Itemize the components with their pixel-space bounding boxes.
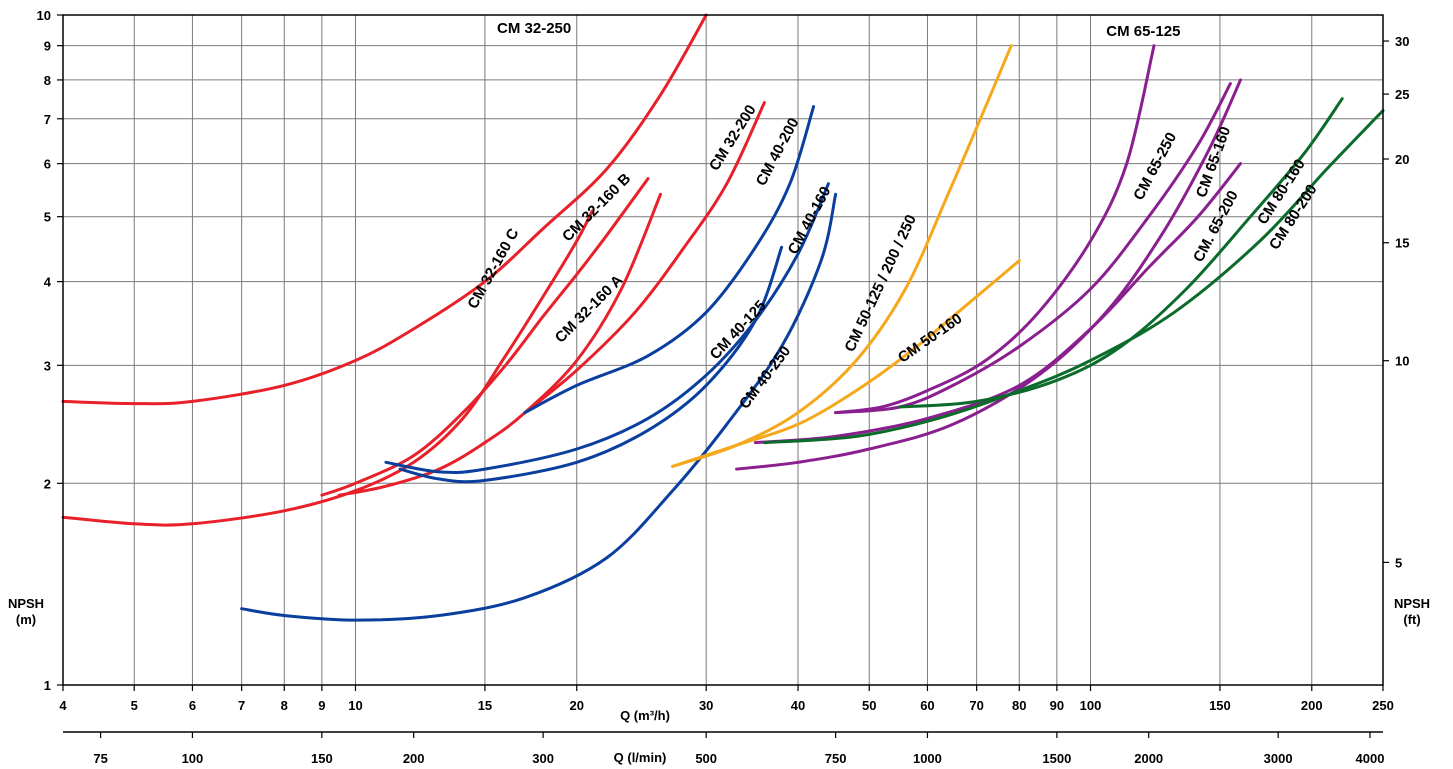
x-tick-label: 100	[1080, 698, 1102, 713]
curve-label-cm-65-250: CM 65-250	[1130, 130, 1180, 203]
y-tick-label: 3	[44, 358, 51, 373]
y2-tick-label: 5	[1395, 555, 1402, 570]
x2-tick-label: 75	[93, 751, 107, 766]
x2-tick-label: 1500	[1042, 751, 1071, 766]
x-axis-label: Q (m³/h)	[620, 708, 670, 723]
curve-cm-40-200	[523, 105, 816, 415]
curve-label-cm-65-200: CM. 65-200	[1190, 188, 1242, 265]
tick-labels: 4 5 6 7 8 9 10 15 20 30 40 50 60 70 80 90 100 150 200 250 1 2…	[37, 8, 1410, 766]
x2-tick-label: 4000	[1356, 751, 1385, 766]
curve-label-cm-40-250: CM 40-250	[736, 343, 794, 412]
curve-cm-65-250	[834, 82, 1232, 415]
x-tick-label: 6	[189, 698, 196, 713]
x-tick-label: 40	[791, 698, 805, 713]
x2-tick-label: 750	[825, 751, 847, 766]
y-tick-label: 6	[44, 157, 51, 172]
x-tick-label: 200	[1301, 698, 1323, 713]
x-tick-label: 8	[281, 698, 288, 713]
x-tick-label: 9	[318, 698, 325, 713]
x2-tick-label: 100	[182, 751, 204, 766]
y-tick-label: 2	[44, 476, 51, 491]
x-tick-label: 7	[238, 698, 245, 713]
x2-tick-label: 2000	[1134, 751, 1163, 766]
x-tick-label: 150	[1209, 698, 1231, 713]
x-tick-label: 4	[59, 698, 67, 713]
y-tick-label: 1	[44, 678, 51, 693]
y-tick-label: 7	[44, 112, 51, 127]
curve-cm-32-160-b	[320, 177, 650, 497]
x-tick-label: 80	[1012, 698, 1026, 713]
x-tick-label: 70	[969, 698, 983, 713]
y2-axis-label-line1: NPSH	[1394, 596, 1430, 611]
curve-label-cm-40-160: CM 40-160	[785, 184, 835, 257]
curve-cm-80-200	[762, 109, 1385, 445]
curve-cm-50-160	[671, 259, 1021, 468]
curve-cm-32-160-a	[337, 192, 662, 497]
curve-label-cm-32-250: CM 32-250	[497, 20, 571, 37]
x2-tick-label: 150	[311, 751, 333, 766]
plot-frame	[62, 14, 1384, 686]
curve-cm-80-160	[898, 97, 1344, 409]
y-tick-label: 8	[44, 73, 51, 88]
curve-cm-40-160	[384, 182, 830, 474]
y2-tick-label: 15	[1395, 236, 1409, 251]
x2-tick-label: 3000	[1264, 751, 1293, 766]
x-tick-label: 50	[862, 698, 876, 713]
y2-tick-label: 20	[1395, 152, 1409, 167]
curve-cm-32-250	[61, 13, 708, 406]
x2-tick-label: 300	[532, 751, 554, 766]
y-axis-label-line1: NPSH	[8, 596, 44, 611]
x2-tick-label: 200	[403, 751, 425, 766]
curve-cm-65-160	[735, 78, 1242, 471]
curve-label-cm-50-160: CM 50-160	[895, 310, 966, 366]
grid	[62, 14, 1384, 686]
y-tick-label: 4	[44, 275, 52, 290]
x-tick-label: 60	[920, 698, 934, 713]
y-axis-label-line2: (m)	[16, 612, 36, 627]
y2-tick-label: 10	[1395, 354, 1409, 369]
x-tick-label: 20	[570, 698, 584, 713]
curve-label-cm-40-200: CM 40-200	[753, 115, 803, 188]
curve-cm-40-125	[398, 245, 784, 484]
x-tick-label: 90	[1050, 698, 1064, 713]
curve-cm-32-200	[523, 101, 766, 415]
y-tick-label: 10	[37, 8, 51, 23]
curve-cm-40-250	[240, 192, 838, 622]
curve-label-cm-40-125: CM 40-125	[707, 297, 770, 363]
x2-tick-label: 1000	[913, 751, 942, 766]
y-tick-label: 5	[44, 210, 51, 225]
curve-label-cm-32-160-c: CM 32-160 C	[464, 225, 522, 311]
y2-tick-label: 25	[1395, 87, 1409, 102]
x-tick-label: 250	[1372, 698, 1394, 713]
x-tick-label: 15	[478, 698, 492, 713]
curve-cm-65-125	[834, 44, 1156, 415]
x-tick-label: 10	[348, 698, 362, 713]
x-tick-label: 30	[699, 698, 713, 713]
y-tick-label: 9	[44, 39, 51, 54]
y2-tick-label: 30	[1395, 34, 1409, 49]
x2-axis-label: Q (l/min)	[614, 750, 667, 765]
curves	[61, 13, 1385, 622]
y2-axis-label-line2: (ft)	[1403, 612, 1420, 627]
curve-cm-65-200	[753, 162, 1242, 445]
x-tick-label: 5	[131, 698, 138, 713]
x2-tick-label: 500	[695, 751, 717, 766]
curve-label-cm-32-200: CM 32-200	[706, 102, 760, 174]
curve-label-cm-65-125: CM 65-125	[1106, 23, 1180, 40]
curve-cm-32-160-c	[61, 209, 594, 527]
